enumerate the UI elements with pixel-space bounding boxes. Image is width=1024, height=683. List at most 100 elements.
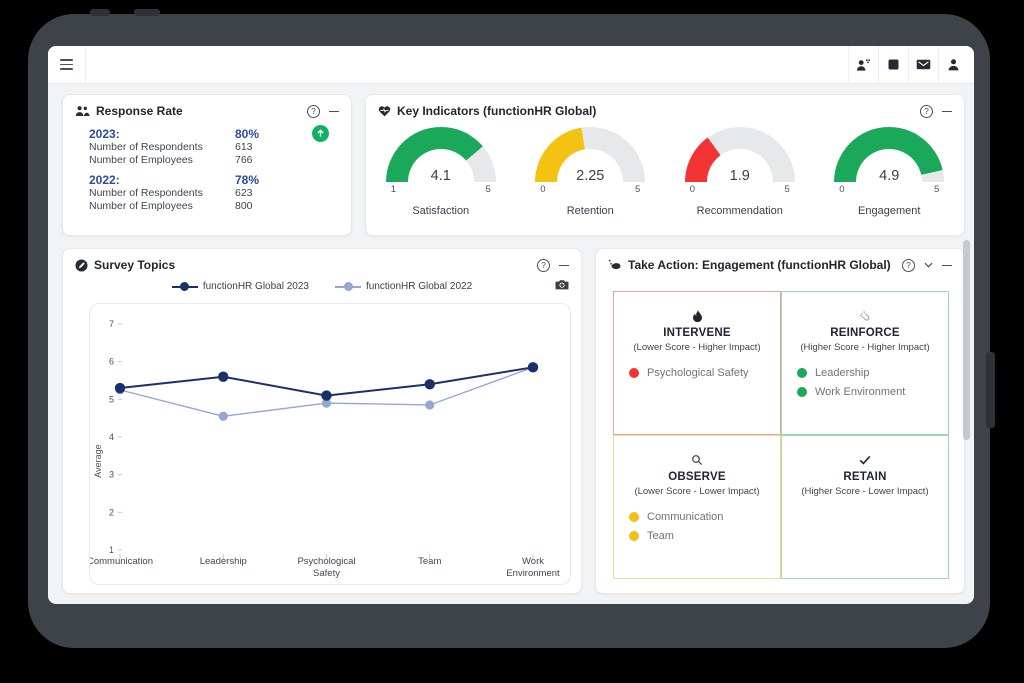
quadrant-intervene: INTERVENE (Lower Score - Higher Impact) … — [613, 291, 781, 435]
legend-swatch — [335, 282, 361, 291]
minimize-icon[interactable] — [559, 264, 569, 266]
legend-label: functionHR Global 2023 — [202, 281, 309, 292]
svg-text:Leadership: Leadership — [200, 556, 247, 567]
row-label: Number of Respondents — [89, 187, 203, 199]
screen: Response Rate ? 2023: 80% Number of Respo… — [48, 46, 974, 604]
year-label: 2022: — [89, 173, 120, 187]
scrollbar[interactable] — [963, 240, 970, 440]
row-label: Number of Employees — [89, 153, 193, 166]
status-dot — [629, 368, 639, 378]
svg-text:6: 6 — [109, 357, 114, 367]
help-icon[interactable]: ? — [307, 104, 320, 118]
survey-line-chart: 1 2 3 4 5 6 7 Communication Leadership Psychologi… — [87, 319, 560, 579]
card-header: Response Rate ? — [63, 95, 351, 123]
mail-icon — [916, 59, 931, 70]
gauge-max: 5 — [485, 184, 491, 195]
row-value: 766 — [235, 153, 253, 166]
svg-text:Communication: Communication — [90, 556, 153, 567]
legend-swatch — [171, 282, 198, 291]
quadrant-subtitle: (Lower Score - Higher Impact) — [633, 342, 761, 353]
svg-text:1: 1 — [109, 545, 114, 555]
card-header: Survey Topics ? — [63, 249, 581, 277]
dashboard: Response Rate ? 2023: 80% Number of Respo… — [48, 84, 974, 604]
y-axis-label: Average — [93, 444, 103, 478]
gauge-engagement: 4.9 0 5 Engagement — [815, 127, 965, 217]
item-label: Work Environment — [815, 386, 906, 398]
gauge-chart: 4.1 — [385, 127, 496, 182]
svg-text:2: 2 — [109, 507, 114, 517]
item-label: Psychological Safety — [647, 367, 749, 379]
export-chart-button[interactable] — [555, 277, 569, 295]
user-icon — [948, 59, 959, 71]
check-icon — [859, 455, 871, 465]
quadrant-retain: RETAIN (Higher Score - Lower Impact) — [781, 435, 949, 579]
card-title: Response Rate — [96, 104, 183, 118]
response-rate-body: 2023: 80% Number of Respondents 613 Number… — [63, 123, 351, 212]
hamburger-icon — [60, 59, 73, 70]
status-dot — [797, 368, 807, 378]
svg-text:5: 5 — [109, 394, 114, 404]
topbar-actions — [848, 46, 974, 84]
row-value: 613 — [235, 141, 253, 153]
gauge-chart: 4.9 — [834, 127, 945, 182]
feedback-button[interactable] — [848, 46, 878, 84]
response-rate-card: Response Rate ? 2023: 80% Number of Respo… — [62, 94, 352, 236]
gauge-min: 0 — [839, 184, 845, 195]
quadrant-item: Psychological Safety — [629, 367, 780, 379]
gauge-max: 5 — [933, 184, 940, 195]
gauges-row: 4.1 1 5 Satisfaction 2.25 0 5 Retention 1.… — [366, 123, 964, 217]
take-action-icon — [608, 259, 621, 270]
gauge-value: 1.9 — [729, 168, 750, 182]
gauge-value: 4.1 — [430, 168, 451, 182]
action-quadrants: INTERVENE (Lower Score - Higher Impact) … — [613, 291, 949, 579]
card-header: Key Indicators (functionHR Global) ? — [366, 95, 964, 123]
display-button[interactable] — [878, 46, 908, 84]
menu-button[interactable] — [48, 46, 86, 84]
applause-icon — [859, 310, 869, 320]
profile-button[interactable] — [938, 46, 968, 84]
quadrant-item: Leadership — [797, 367, 948, 379]
gauge-max: 5 — [784, 184, 790, 195]
minimize-icon[interactable] — [942, 264, 952, 266]
quadrant-title: OBSERVE — [668, 471, 726, 483]
legend-item-2023[interactable]: functionHR Global 2023 — [171, 281, 309, 292]
gauge-min: 1 — [390, 184, 397, 195]
take-action-card: Take Action: Engagement (functionHR Glob… — [595, 248, 965, 594]
card-title: Take Action: Engagement (functionHR Glob… — [628, 258, 891, 272]
svg-text:7: 7 — [109, 319, 114, 329]
tablet-frame: Response Rate ? 2023: 80% Number of Respo… — [28, 9, 995, 648]
svg-text:Safety: Safety — [313, 568, 340, 579]
item-label: Team — [647, 530, 674, 542]
svg-text:Psychological: Psychological — [297, 556, 355, 567]
help-icon[interactable]: ? — [920, 104, 933, 118]
row-value: 800 — [235, 199, 253, 212]
gauge-recommendation: 1.9 0 5 Recommendation — [665, 127, 815, 217]
percent-value: 80% — [235, 127, 260, 141]
svg-text:Team: Team — [418, 556, 441, 567]
card-title: Survey Topics — [94, 258, 176, 272]
status-dot — [629, 531, 639, 541]
minimize-icon[interactable] — [329, 110, 339, 112]
gauge-label: Retention — [566, 205, 614, 217]
legend-item-2022[interactable]: functionHR Global 2022 — [335, 281, 472, 292]
gauge-min: 0 — [689, 184, 696, 195]
help-icon[interactable]: ? — [537, 258, 550, 272]
svg-text:Environment: Environment — [506, 568, 560, 579]
quadrant-subtitle: (Higher Score - Higher Impact) — [800, 342, 930, 353]
help-icon[interactable]: ? — [902, 258, 915, 272]
trend-up-badge — [312, 125, 329, 142]
gauge-retention: 2.25 0 5 Retention — [516, 127, 666, 217]
minimize-icon[interactable] — [942, 110, 952, 112]
chevron-down-icon[interactable] — [924, 262, 933, 268]
quadrant-subtitle: (Higher Score - Lower Impact) — [801, 486, 929, 497]
flame-icon — [692, 309, 702, 322]
legend-label: functionHR Global 2022 — [366, 281, 473, 292]
svg-text:3: 3 — [109, 470, 114, 480]
app-topbar — [48, 46, 974, 84]
gauge-label: Satisfaction — [412, 205, 470, 217]
quadrant-item: Communication — [629, 511, 780, 523]
quadrant-item: Team — [629, 530, 780, 542]
mail-button[interactable] — [908, 46, 938, 84]
svg-text:Work: Work — [522, 556, 544, 567]
quadrant-subtitle: (Lower Score - Lower Impact) — [634, 486, 760, 497]
